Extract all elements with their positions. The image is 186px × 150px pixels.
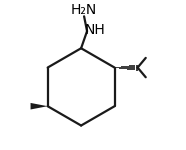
Text: H₂N: H₂N	[70, 3, 97, 17]
Text: NH: NH	[85, 23, 106, 37]
Polygon shape	[31, 103, 48, 110]
